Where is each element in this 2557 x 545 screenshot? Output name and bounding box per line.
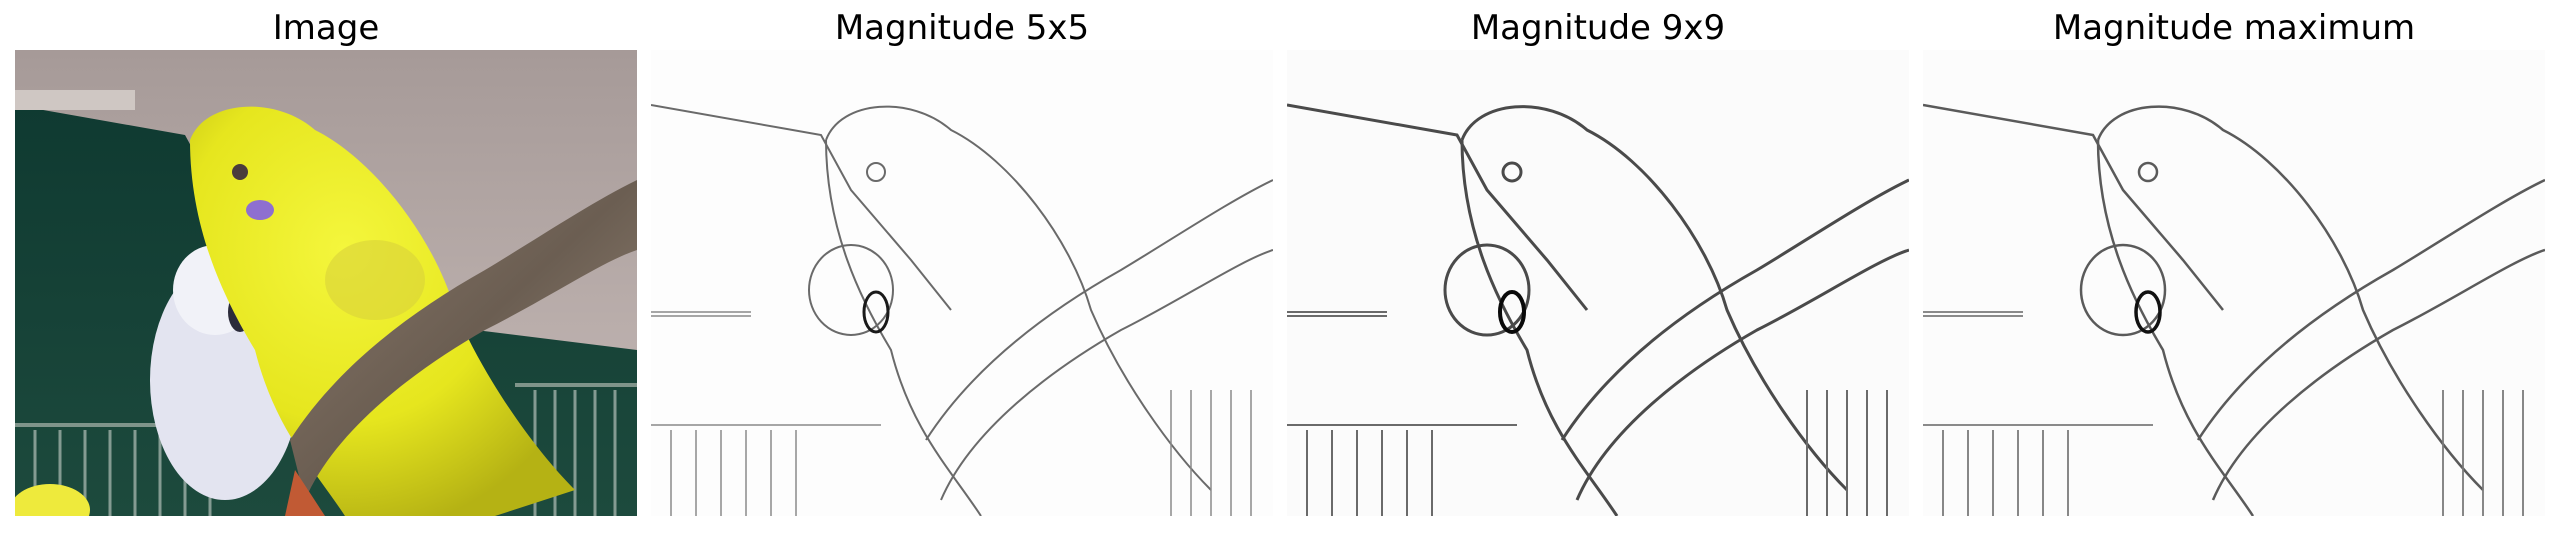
panel-magnitude-9x9: Magnitude 9x9 xyxy=(1287,0,1909,545)
panel-title: Magnitude maximum xyxy=(2052,8,2416,48)
edge-map-maximum xyxy=(1923,50,2545,516)
panel-title: Magnitude 9x9 xyxy=(1470,8,1726,48)
panel-title: Image xyxy=(272,8,380,48)
parakeet-photo xyxy=(15,50,637,516)
edge-map-9x9 xyxy=(1287,50,1909,516)
panel-magnitude-5x5: Magnitude 5x5 xyxy=(651,0,1273,545)
panel-title: Magnitude 5x5 xyxy=(834,8,1090,48)
panel-magnitude-maximum: Magnitude maximum xyxy=(1923,0,2545,545)
edge-map-5x5 xyxy=(651,50,1273,516)
panel-image: Image xyxy=(15,0,637,545)
